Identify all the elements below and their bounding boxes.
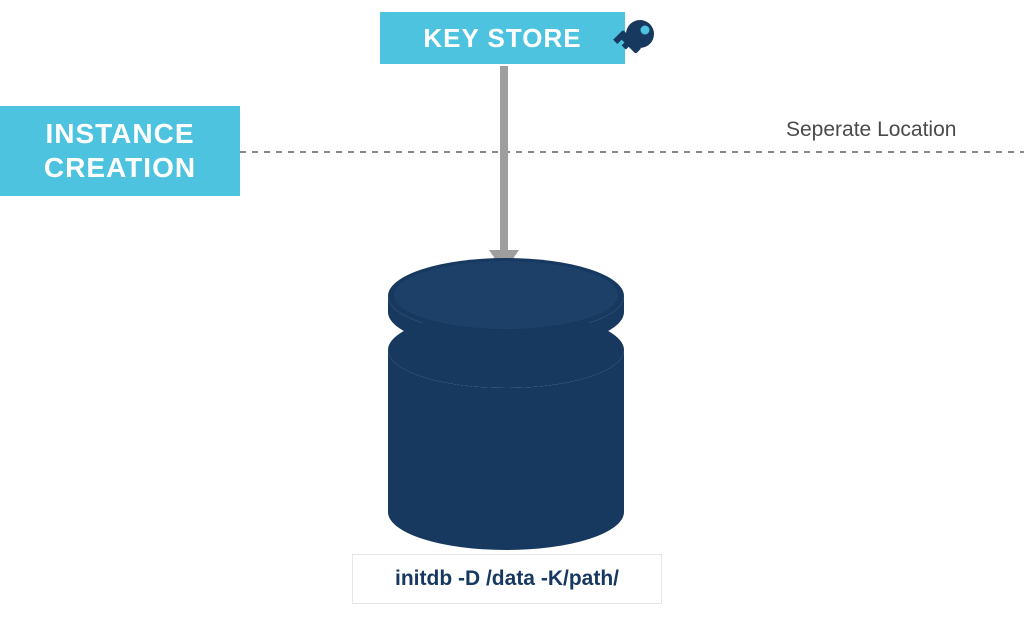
initdb-command-text: initdb -D /data -K/path/: [395, 567, 619, 591]
initdb-command-box: initdb -D /data -K/path/: [352, 554, 662, 604]
diagram-svg: [0, 0, 1024, 624]
key-icon: [613, 20, 654, 54]
database-icon: [388, 258, 624, 550]
